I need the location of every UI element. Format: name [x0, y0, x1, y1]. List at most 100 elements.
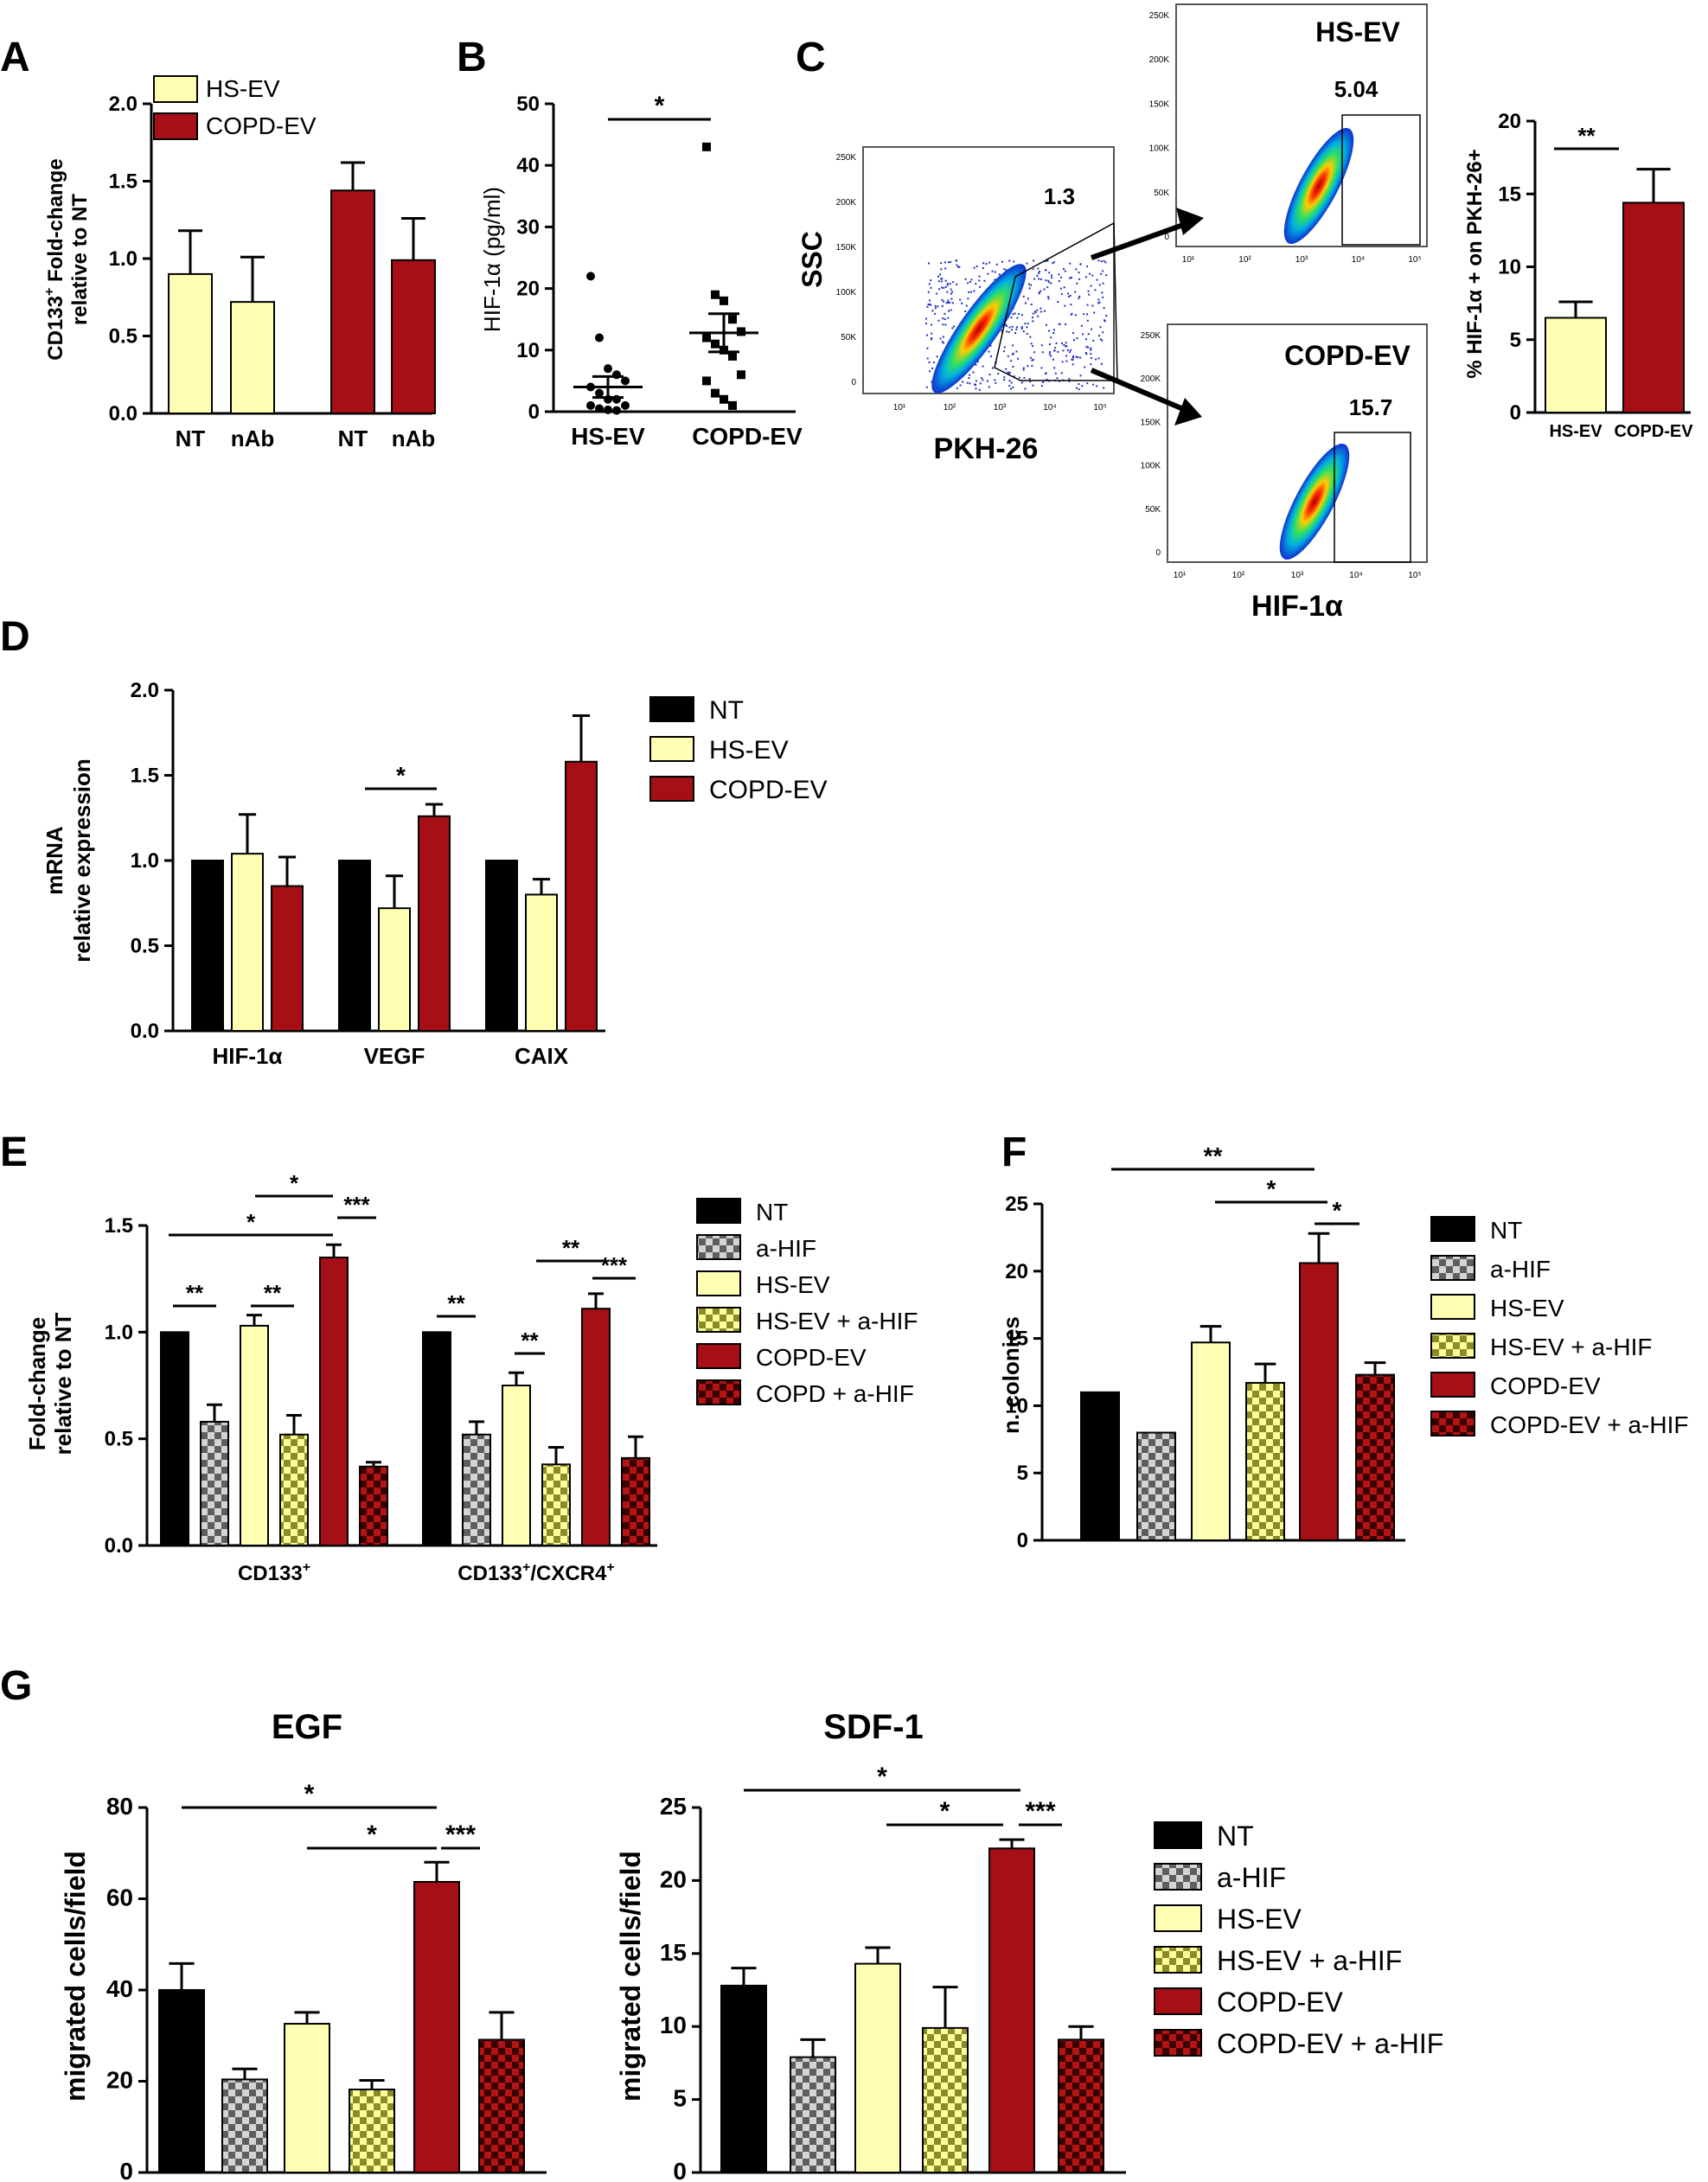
bar-COPD-EV + a-HIF [478, 2038, 525, 2174]
flow-event [961, 302, 963, 304]
significance-label: *** [601, 1252, 628, 1278]
flow-event [1090, 363, 1092, 366]
flow-event [1048, 272, 1051, 274]
flow-event [1097, 335, 1100, 337]
flow-event [1026, 262, 1028, 265]
flow-event [970, 291, 973, 293]
flow-event [1043, 288, 1046, 291]
arrowhead [1174, 398, 1202, 426]
bar-COPD-EV [271, 885, 304, 1033]
flow-event [1069, 277, 1071, 279]
flow-event [972, 371, 975, 374]
bar-NT [158, 1989, 205, 2173]
y-tick-label: 2.0 [131, 679, 159, 702]
y-tick-label: 1.0 [109, 247, 138, 271]
flow-y-tick: 100K [836, 288, 857, 298]
flow-event [943, 286, 945, 289]
bar-HS-EV [284, 2023, 330, 2173]
flow-event [1027, 323, 1029, 325]
flow-event [1065, 360, 1068, 362]
flow-event [1088, 293, 1091, 296]
flow-event [1077, 356, 1079, 359]
y-tick-label: 0 [119, 2158, 133, 2182]
flow-event [1076, 282, 1078, 285]
flow-event [1065, 355, 1068, 357]
flow-event [1033, 259, 1035, 262]
flow-x-tick: 10⁴ [1043, 403, 1056, 413]
legend-label: NT [1217, 1820, 1254, 1852]
flow-event [925, 323, 928, 325]
flow-event [949, 301, 951, 304]
flow-event [1084, 351, 1087, 354]
x-tick-label: CAIX [515, 1043, 569, 1069]
bar-COPD-EV [391, 259, 436, 415]
flow-event [1041, 351, 1044, 354]
flow-event [1052, 358, 1054, 361]
bar-HS-EV [378, 907, 411, 1033]
flow-event [998, 273, 1001, 276]
y-tick-label: 15 [660, 1939, 687, 1966]
flow-event [1031, 365, 1033, 368]
flow-event [1101, 291, 1103, 294]
legend-swatch [1430, 1255, 1475, 1281]
flow-event [926, 334, 929, 336]
significance-label: ** [562, 1235, 580, 1261]
flow-event [1078, 295, 1081, 298]
legend-swatch [153, 112, 198, 140]
flow-event [1048, 343, 1051, 346]
flow-event [994, 271, 996, 273]
flow-event [1053, 367, 1056, 369]
flow-event [1063, 343, 1065, 346]
flow-event [1055, 342, 1058, 344]
legend-swatch [696, 1270, 741, 1296]
legend-swatch [1430, 1333, 1475, 1359]
flow-event [1079, 356, 1082, 359]
flow-event [941, 278, 944, 280]
significance-label: ** [521, 1328, 539, 1353]
flow-x-tick: 10³ [1295, 255, 1308, 265]
bar-a-HIF [462, 1433, 491, 1546]
flow-event [1052, 331, 1055, 334]
flow-event [1097, 259, 1100, 262]
flow-event [1015, 328, 1018, 330]
flow-event [1014, 332, 1016, 335]
bar-HS-EV + a-HIF [1245, 1381, 1285, 1541]
flow-y-tick: 200K [836, 198, 857, 208]
flow-event [931, 332, 933, 335]
flow-event [945, 302, 948, 304]
significance-label: * [940, 1797, 950, 1826]
panel-b-chart: 0 10 20 30 40 50 HS-EV COPD-EV * HIF-1α (pg/ml) [479, 92, 803, 450]
panel-letter-G: G [0, 1663, 32, 1709]
panel-letter-B: B [457, 35, 487, 80]
flow-event [1097, 357, 1100, 360]
data-point [586, 400, 595, 410]
y-tick-label: 25 [660, 1793, 687, 1820]
significance-label: *** [1025, 1797, 1055, 1826]
flow-event [929, 303, 931, 305]
flow-event [1033, 310, 1036, 313]
flow-event [1032, 384, 1034, 387]
flow-event [1086, 313, 1089, 316]
bar-COPD + a-HIF [359, 1465, 388, 1546]
flow-event [1060, 293, 1063, 296]
bar-COPD-EV [1299, 1262, 1339, 1541]
flow-event [1016, 317, 1019, 319]
flow-event [1065, 345, 1068, 348]
flow-event [975, 387, 977, 390]
flow-event [1071, 359, 1074, 362]
legend-swatch [649, 696, 694, 722]
arrowhead [1176, 208, 1204, 235]
legend-label: COPD-EV [1490, 1373, 1601, 1399]
flow-event [930, 279, 932, 282]
significance-label: ** [447, 1290, 465, 1316]
panel-letter-D: D [0, 614, 30, 660]
legend-swatch [1154, 1946, 1202, 1974]
flow-event [1048, 281, 1051, 284]
flow-event [1037, 315, 1040, 317]
flow-event [1047, 279, 1050, 282]
flow-x-tick: 10⁴ [1352, 255, 1365, 265]
flow-event [1020, 326, 1023, 329]
flow-event [948, 261, 950, 264]
bar-HS-EV [1545, 317, 1607, 414]
flow-event [1036, 309, 1039, 311]
